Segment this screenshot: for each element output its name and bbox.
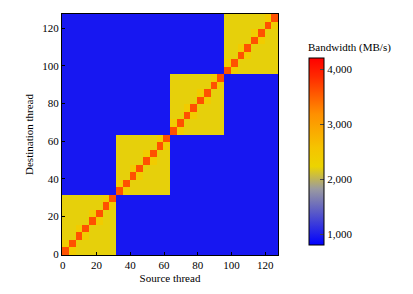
svg-text:Destination thread: Destination thread	[23, 94, 35, 175]
svg-text:1,000: 1,000	[327, 228, 352, 240]
svg-text:20: 20	[91, 259, 103, 271]
svg-text:0: 0	[53, 248, 59, 260]
svg-text:60: 60	[48, 135, 60, 147]
svg-text:Source thread: Source thread	[140, 272, 201, 284]
svg-text:2,000: 2,000	[327, 173, 352, 185]
svg-text:3,000: 3,000	[327, 118, 352, 130]
svg-text:100: 100	[42, 60, 59, 72]
svg-text:80: 80	[48, 97, 60, 109]
svg-text:120: 120	[42, 22, 59, 34]
svg-text:20: 20	[48, 210, 60, 222]
svg-text:120: 120	[257, 259, 274, 271]
svg-text:100: 100	[223, 259, 240, 271]
svg-text:4,000: 4,000	[327, 63, 352, 75]
svg-text:60: 60	[159, 259, 171, 271]
svg-text:40: 40	[48, 173, 60, 185]
svg-text:40: 40	[125, 259, 137, 271]
svg-text:Bandwidth (MB/s): Bandwidth (MB/s)	[308, 41, 391, 54]
svg-text:80: 80	[192, 259, 204, 271]
svg-text:0: 0	[60, 259, 66, 271]
